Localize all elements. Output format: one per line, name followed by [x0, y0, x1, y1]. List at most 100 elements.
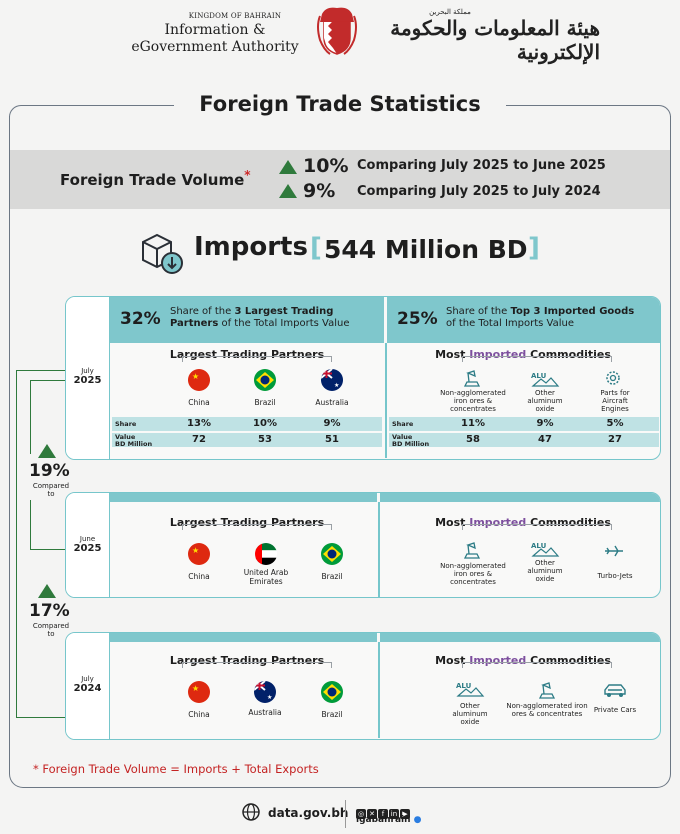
australia-flag-icon: ★ [254, 681, 276, 703]
page-title: Foreign Trade Statistics [199, 92, 481, 116]
partner-share: 9% [323, 418, 341, 429]
compare-2-pct: 17% [29, 601, 70, 621]
partner-name: Australia [248, 708, 282, 717]
brazil-flag-icon [254, 369, 276, 391]
up-arrow-icon [279, 184, 297, 198]
trade-volume-band [10, 150, 670, 209]
goods-share: 11% [461, 418, 485, 429]
compare-1-bg [22, 454, 76, 500]
facebook-icon[interactable]: f [378, 809, 388, 819]
title-bracket [182, 356, 332, 362]
bahrain-emblem-icon [316, 6, 358, 56]
goods-share-pct: 25% [397, 309, 438, 329]
imports-label: Imports [194, 232, 308, 262]
australia-flag-icon: ★ [321, 369, 343, 391]
goods-title: Most Imported Commodities [435, 654, 611, 667]
goods-title: Most Imported Commodities [435, 516, 611, 529]
compare-line-2 [16, 370, 66, 718]
title-bracket [182, 524, 332, 530]
title-bracket [462, 662, 612, 668]
panel-top-bar [110, 633, 377, 642]
panel-july-2024 [65, 632, 661, 740]
panel-june-2025 [65, 492, 661, 598]
period-july-2025: July 2025 [66, 297, 110, 459]
website-link[interactable]: data.gov.bh [268, 806, 349, 820]
iron-ore-icon [461, 540, 483, 560]
aluminum-oxide-icon: ALU [530, 370, 560, 388]
svg-text:★: ★ [267, 694, 272, 701]
car-icon [602, 681, 628, 699]
jet-icon [603, 543, 625, 559]
arabic-authority: هيئة المعلومات والحكومة الإلكترونية [390, 16, 600, 64]
footnote: * Foreign Trade Volume = Imports + Total… [33, 762, 319, 776]
import-box-icon [139, 230, 185, 276]
value-label: Value BD Million [392, 433, 430, 448]
goods-title: Most Imported Commodities [435, 348, 611, 361]
partners-header [110, 297, 384, 343]
up-arrow-icon [38, 584, 56, 598]
bracket-right: ] [528, 233, 540, 263]
value-row [389, 433, 659, 447]
instagram-icon[interactable]: ◎ [356, 809, 366, 819]
volume-pct-2: 9% [303, 180, 336, 202]
iron-ore-icon [461, 368, 483, 388]
share-row [112, 417, 382, 431]
partners-share-pct: 32% [120, 309, 161, 329]
compare-1-text: Compared to [32, 482, 70, 498]
partner-name: Brazil [321, 710, 343, 719]
commodity-name: Non-agglomerated iron ores & concentrate… [506, 702, 588, 718]
globe-icon [242, 803, 260, 821]
title-bracket [462, 524, 612, 530]
svg-text:★: ★ [192, 372, 199, 381]
arabic-kingdom: مملكة البحرين [429, 8, 471, 16]
value-label: Value BD Million [115, 433, 153, 448]
panel-top-bar [380, 633, 660, 642]
partner-name: Brazil [254, 398, 276, 407]
footer-divider [345, 800, 346, 828]
share-label: Share [392, 420, 414, 428]
partner-name: China [188, 572, 210, 581]
aluminum-oxide-icon: ALU [455, 680, 485, 698]
panel-divider [378, 642, 380, 738]
brazil-flag-icon [321, 681, 343, 703]
commodity-name: Non-agglomerated iron ores & concentrate… [440, 389, 506, 413]
partner-name: Australia [315, 398, 349, 407]
uae-flag-icon [255, 543, 277, 565]
svg-text:ALU: ALU [531, 542, 547, 550]
svg-text:ALU: ALU [531, 372, 547, 380]
goods-share: 9% [536, 418, 554, 429]
volume-compare-2: Comparing July 2025 to July 2024 [357, 184, 601, 199]
goods-value: 58 [466, 434, 480, 445]
iron-ore-icon [536, 680, 558, 700]
trade-volume-label: Foreign Trade Volume* [60, 168, 251, 189]
outer-frame [9, 116, 671, 788]
partner-name: China [188, 398, 210, 407]
period-july-2024: July 2024 [66, 633, 110, 739]
social-handle[interactable]: igabahrain ● [356, 815, 422, 825]
volume-compare-1: Comparing July 2025 to June 2025 [357, 158, 606, 173]
period-june-2025: June 2025 [66, 493, 110, 597]
svg-text:ALU: ALU [456, 682, 472, 690]
goods-value: 47 [538, 434, 552, 445]
authority-name: Information & eGovernment Authority [131, 22, 299, 55]
panel-divider [385, 343, 387, 458]
goods-header-text: Share of the Top 3 Imported Goods of the … [446, 306, 635, 329]
linkedin-icon[interactable]: in [389, 809, 399, 819]
x-icon[interactable]: ✕ [367, 809, 377, 819]
partner-value: 53 [258, 434, 272, 445]
share-row [389, 417, 659, 431]
up-arrow-icon [279, 160, 297, 174]
commodity-name: Turbo-Jets [597, 572, 633, 580]
youtube-icon[interactable]: ▶ [400, 809, 410, 819]
commodity-name: Other aluminum oxide [527, 389, 563, 413]
frame-corner-left [9, 105, 174, 119]
partner-share: 10% [253, 418, 277, 429]
partners-title: Largest Trading Partners [169, 654, 325, 667]
partners-title: Largest Trading Partners [169, 348, 325, 361]
commodity-name: Private Cars [593, 706, 637, 714]
partner-name: Brazil [321, 572, 343, 581]
china-flag-icon: ★ [188, 543, 210, 565]
kingdom-label: KINGDOM OF BAHRAIN [188, 12, 282, 20]
social-icons: ◎ ✕ f in ▶ [356, 801, 411, 820]
commodity-name: Other aluminum oxide [452, 702, 488, 726]
